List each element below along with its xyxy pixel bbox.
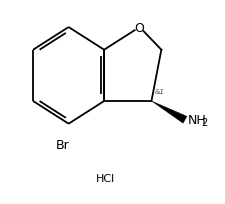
- Text: &1: &1: [154, 89, 164, 95]
- Text: HCl: HCl: [95, 173, 114, 183]
- Text: NH: NH: [187, 114, 206, 127]
- Polygon shape: [151, 102, 186, 124]
- Text: 2: 2: [200, 118, 206, 128]
- Text: Br: Br: [56, 139, 69, 152]
- Text: O: O: [134, 21, 144, 34]
